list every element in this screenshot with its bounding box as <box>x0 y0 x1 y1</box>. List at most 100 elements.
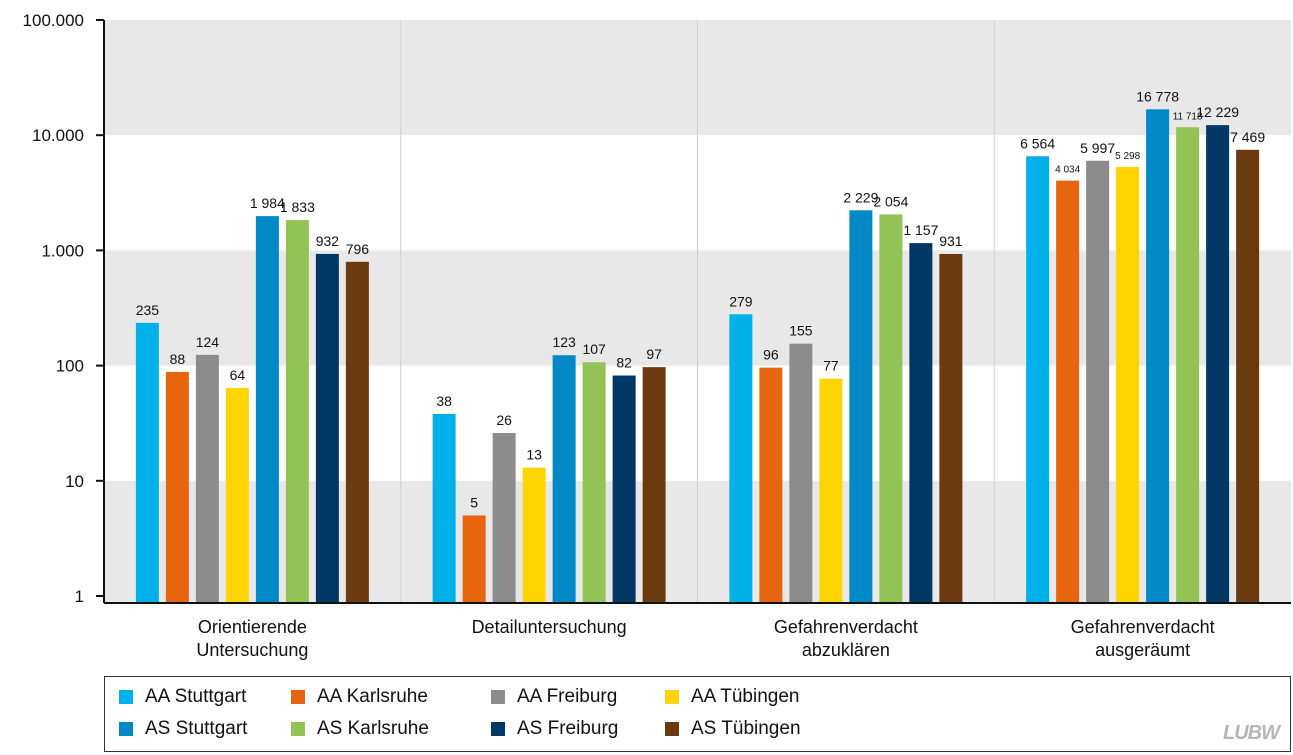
x-category-labels: Orientierende Untersuchung Detailuntersuch… <box>196 617 1214 660</box>
data-label: 6 564 <box>1020 135 1055 151</box>
data-label: 124 <box>196 334 220 350</box>
legend-item: AS Freiburg <box>491 718 618 740</box>
bar <box>789 343 813 603</box>
data-labels: 235 38 279 6 564 88 5 96 4 034 124 26 155 5 997 64 13… <box>136 88 1266 510</box>
y-tick-label: 10.000 <box>32 126 84 145</box>
bar <box>225 387 249 603</box>
legend-swatch <box>119 722 133 736</box>
bar <box>819 378 843 603</box>
legend-label: AA Freiburg <box>517 686 618 707</box>
legend-swatch <box>491 690 505 704</box>
legend-label: AA Karlsruhe <box>317 686 428 707</box>
bar <box>285 220 309 603</box>
bar <box>1116 166 1140 603</box>
legend-item: AA Karlsruhe <box>291 686 428 708</box>
data-label: 96 <box>763 347 779 363</box>
bar <box>1176 127 1200 604</box>
legend-item: AA Tübingen <box>665 686 799 708</box>
data-label: 931 <box>939 233 963 249</box>
y-tick-label: 100 <box>56 357 84 376</box>
bar <box>642 367 666 603</box>
bar <box>1086 160 1110 604</box>
x-category-label: Gefahrenverdacht ausgeräumt <box>1071 617 1215 660</box>
bar <box>135 322 159 603</box>
legend-item: AS Karlsruhe <box>291 718 429 740</box>
data-label: 5 997 <box>1080 140 1115 156</box>
bar <box>195 354 219 603</box>
data-label: 1 157 <box>903 222 938 238</box>
legend-item: AS Stuttgart <box>119 718 247 740</box>
data-label: 11 718 <box>1173 111 1203 122</box>
data-label: 38 <box>436 393 452 409</box>
y-tick-label: 100.000 <box>23 11 84 30</box>
data-label: 2 229 <box>843 189 878 205</box>
bar <box>582 362 606 603</box>
x-category-label: Orientierende Untersuchung <box>196 617 308 660</box>
data-label: 16 778 <box>1136 88 1179 104</box>
data-label: 7 469 <box>1230 129 1265 145</box>
bar <box>552 355 576 603</box>
bar <box>729 314 753 603</box>
data-label: 2 054 <box>873 193 908 209</box>
bar <box>759 367 783 603</box>
y-tick-label: 1.000 <box>41 241 84 260</box>
data-label: 4 034 <box>1055 165 1080 176</box>
bar <box>1236 149 1260 603</box>
bar <box>1056 180 1080 603</box>
data-label: 279 <box>729 293 753 309</box>
bar <box>522 467 546 603</box>
legend-item: AA Stuttgart <box>119 686 246 708</box>
bar <box>492 432 516 603</box>
data-label: 82 <box>616 355 632 371</box>
bar-series <box>135 109 1260 604</box>
bar <box>1146 109 1170 603</box>
data-label: 77 <box>823 358 839 374</box>
data-label: 12 229 <box>1196 104 1239 120</box>
vertical-gridlines <box>400 20 995 603</box>
data-label: 5 <box>470 494 478 510</box>
data-label: 13 <box>526 447 542 463</box>
y-tick-labels: 1 10 100 1.000 10.000 100.000 <box>23 11 104 606</box>
bar <box>849 210 873 603</box>
legend-swatch <box>119 690 133 704</box>
legend-item: AS Tübingen <box>665 718 801 740</box>
legend-item: AA Freiburg <box>491 686 617 708</box>
legend-swatch <box>665 722 679 736</box>
bar <box>315 253 339 604</box>
bar <box>432 414 456 603</box>
legend-swatch <box>491 722 505 736</box>
legend-label: AA Stuttgart <box>145 686 247 707</box>
data-label: 64 <box>230 367 246 383</box>
data-label: 235 <box>136 302 160 318</box>
x-category-label: Detailuntersuchung <box>472 617 627 637</box>
legend-label: AS Stuttgart <box>145 718 248 739</box>
legend: AA Stuttgart AA Karlsruhe AA Freiburg AA Tü… <box>104 676 1291 752</box>
data-label: 1 833 <box>280 199 315 215</box>
bar <box>939 253 963 603</box>
bar <box>255 216 279 603</box>
data-label: 107 <box>582 341 606 357</box>
legend-swatch <box>665 690 679 704</box>
data-label: 1 984 <box>250 195 285 211</box>
data-label: 26 <box>496 412 512 428</box>
data-label: 5 298 <box>1115 151 1140 162</box>
legend-label: AS Karlsruhe <box>317 718 429 739</box>
x-category-label: Gefahrenverdacht abzuklären <box>774 617 918 660</box>
bar <box>1026 156 1050 603</box>
y-tick-label: 1 <box>75 587 84 606</box>
bar <box>612 375 636 603</box>
bar <box>462 515 486 603</box>
legend-label: AS Freiburg <box>517 718 619 739</box>
bar <box>909 243 933 603</box>
bar-chart: 235 38 279 6 564 88 5 96 4 034 124 26 155 5 997 64 13… <box>23 11 1291 660</box>
data-label: 97 <box>646 346 662 362</box>
data-label: 796 <box>346 241 370 257</box>
data-label: 88 <box>170 351 186 367</box>
data-label: 123 <box>552 334 576 350</box>
legend-swatch <box>291 690 305 704</box>
legend-label: AA Tübingen <box>691 686 800 707</box>
legend-label: AS Tübingen <box>691 718 801 739</box>
axes <box>103 20 1291 604</box>
lubw-logo: LUBW <box>1223 722 1280 744</box>
bar <box>165 371 189 603</box>
